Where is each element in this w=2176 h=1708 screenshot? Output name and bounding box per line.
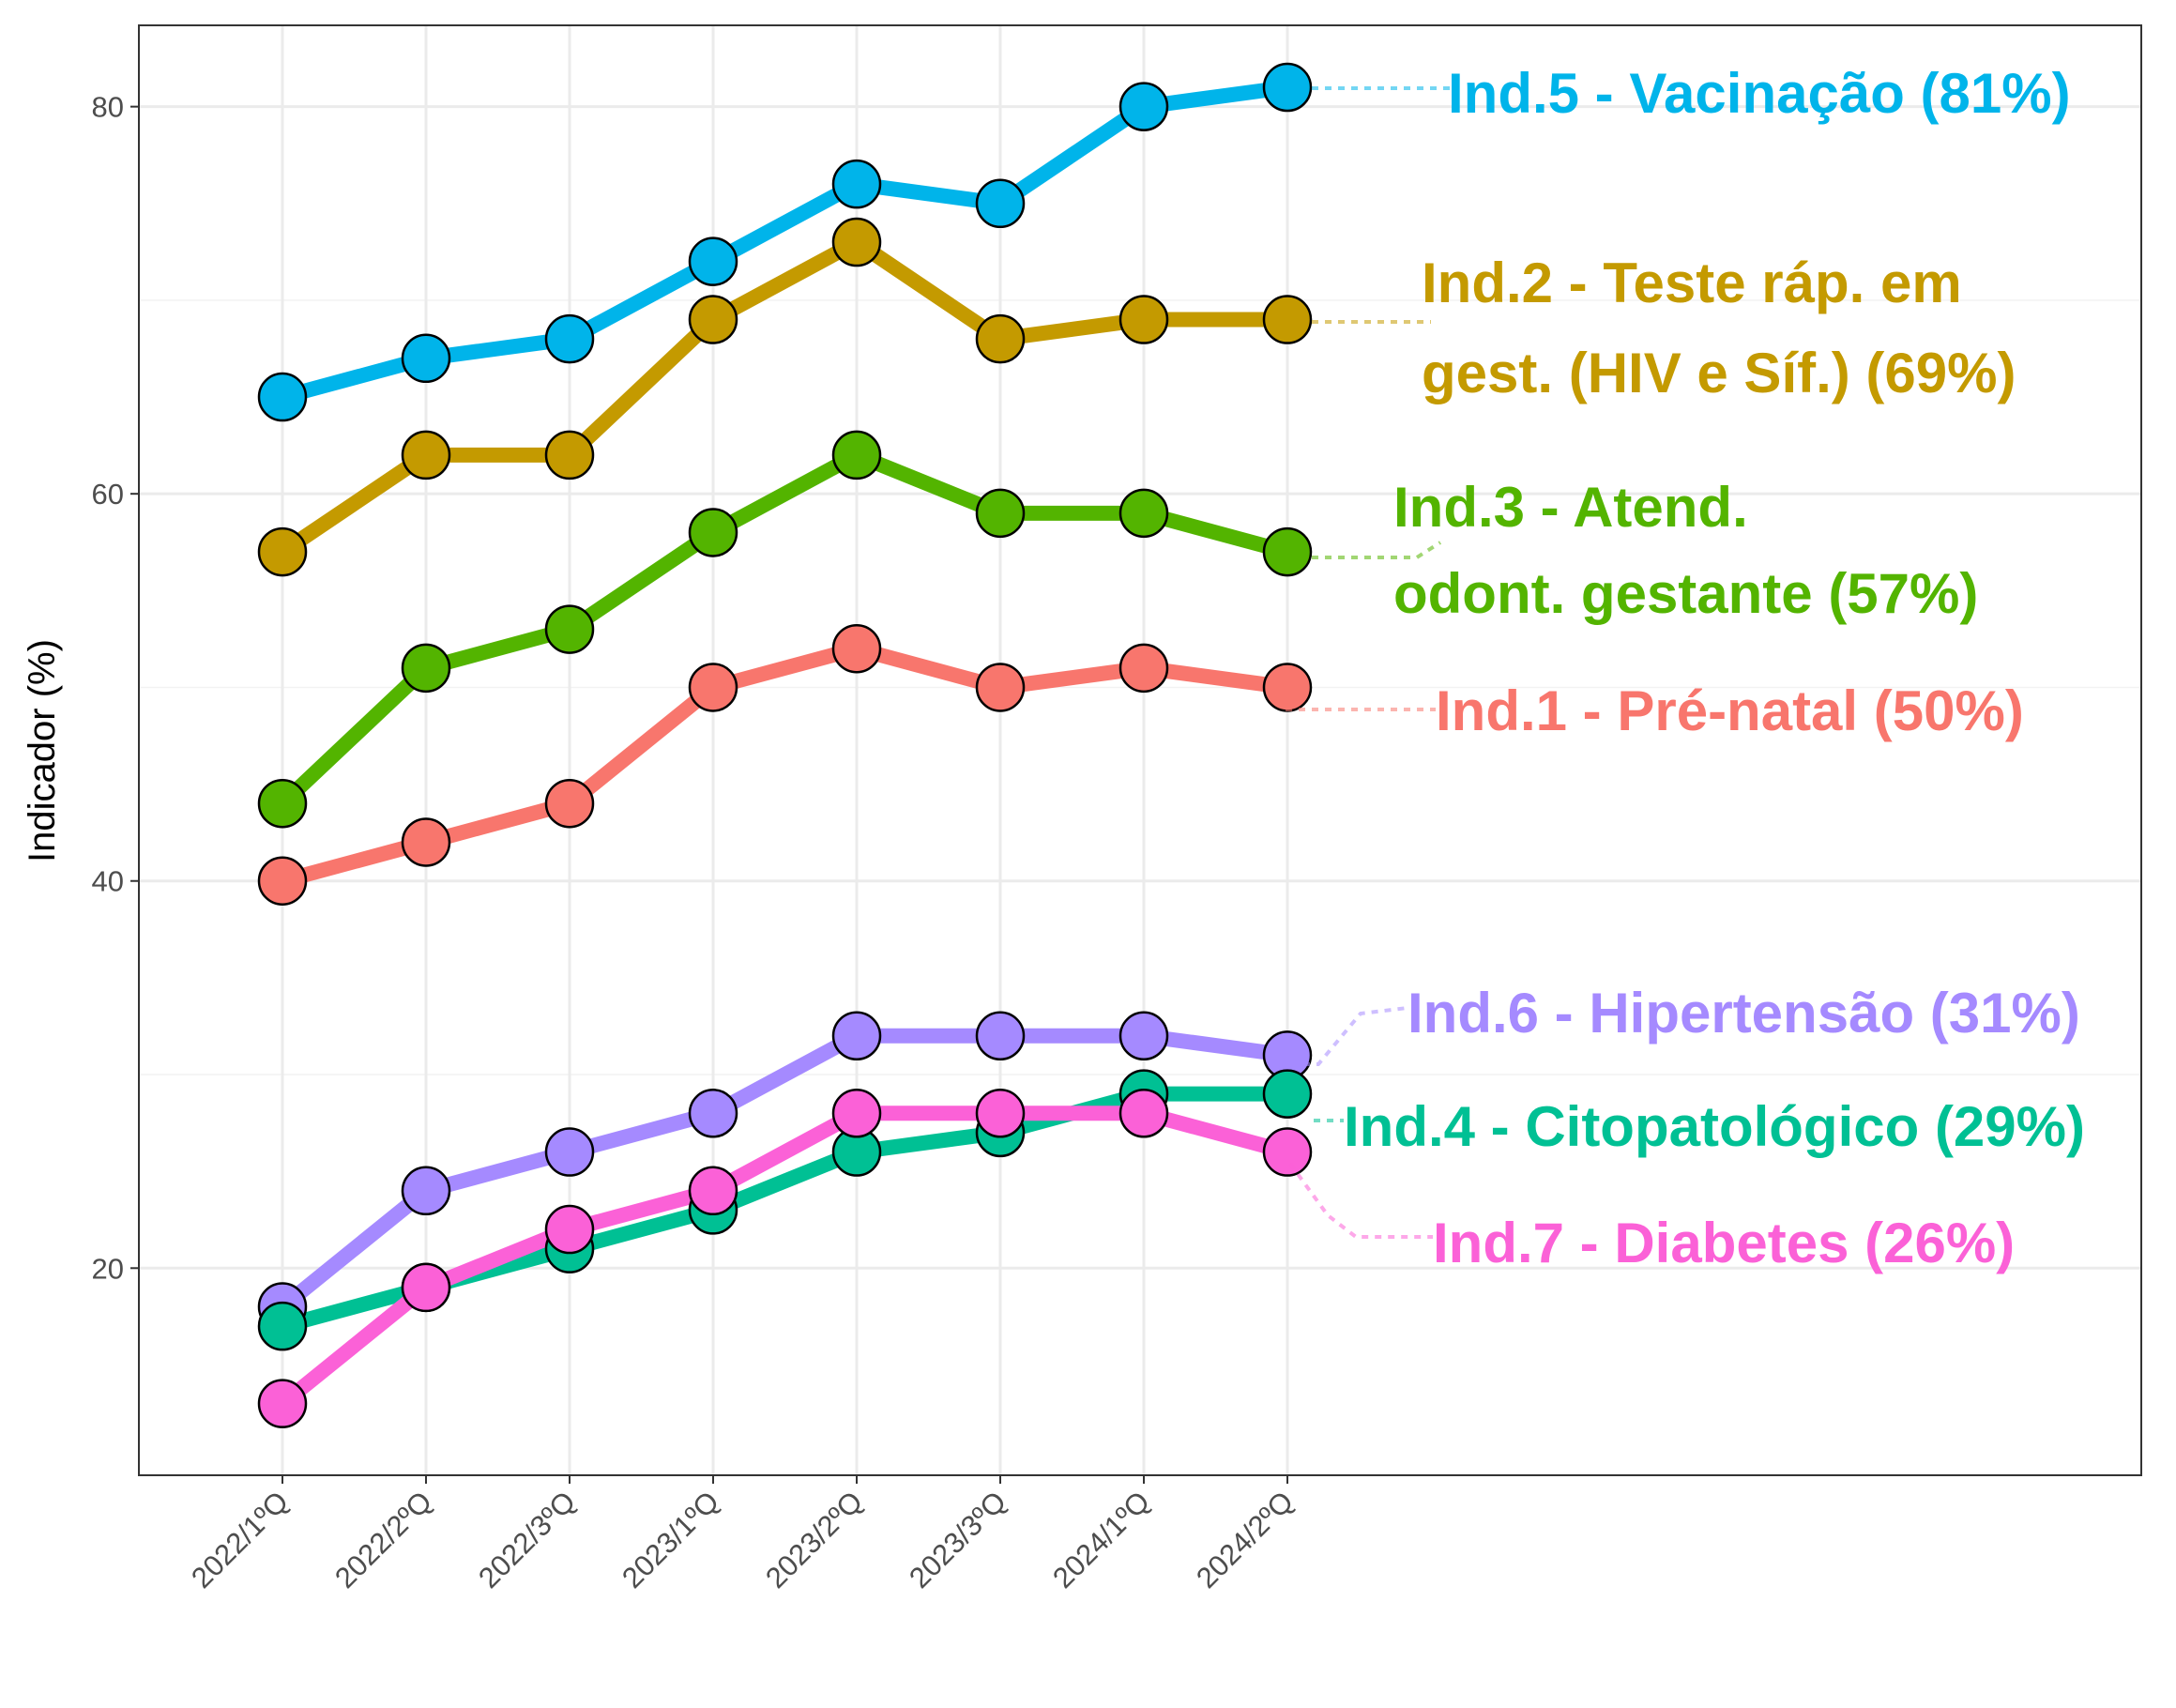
data-point-ind2 — [831, 217, 882, 267]
data-point-ind1 — [688, 663, 738, 712]
data-point-ind1 — [544, 778, 595, 829]
x-tick-label: 2023/3ºQ — [903, 1485, 1012, 1594]
series-label-ind2: gest. (HIV e Síf.) (69%) — [1422, 342, 2016, 404]
leader-line-ind6 — [1290, 1006, 1408, 1066]
x-tick-label: 2024/1ºQ — [1046, 1485, 1156, 1594]
y-axis-title: Indicador (%) — [22, 639, 63, 862]
data-point-ind2 — [544, 430, 595, 480]
data-point-ind3 — [688, 508, 738, 557]
x-tick-label: 2022/1ºQ — [185, 1485, 295, 1594]
data-point-ind5 — [401, 333, 451, 384]
y-tick-label: 60 — [92, 478, 124, 511]
series-points — [257, 62, 1313, 1428]
y-tick-label: 40 — [92, 865, 124, 898]
data-point-ind5 — [257, 372, 308, 422]
x-tick-label: 2023/1ºQ — [616, 1485, 725, 1594]
y-tick-label: 80 — [92, 91, 124, 124]
data-point-ind6 — [831, 1011, 882, 1061]
plot-panel — [139, 25, 2141, 1475]
data-point-ind3 — [975, 488, 1026, 539]
data-point-ind2 — [975, 313, 1026, 364]
data-point-ind5 — [975, 178, 1026, 229]
data-point-ind5 — [831, 159, 882, 209]
data-point-ind2 — [1118, 295, 1169, 344]
data-point-ind6 — [401, 1166, 451, 1216]
data-point-ind7 — [1118, 1089, 1169, 1138]
label-leader-lines — [1286, 86, 1450, 1239]
data-point-ind6 — [975, 1011, 1026, 1061]
data-point-ind1 — [257, 856, 308, 906]
data-point-ind3 — [1118, 488, 1169, 539]
data-point-ind3 — [1262, 526, 1313, 577]
series-label-ind6: Ind.6 - Hipertensão (31%) — [1408, 982, 2080, 1045]
series-label-ind5: Ind.5 - Vacinação (81%) — [1448, 62, 2071, 125]
data-point-ind7 — [257, 1379, 308, 1428]
data-point-ind1 — [975, 663, 1026, 712]
data-point-ind1 — [1262, 663, 1313, 712]
data-point-ind5 — [1118, 82, 1169, 131]
series-label-ind1: Ind.1 - Pré-natal (50%) — [1436, 679, 2024, 742]
data-point-ind7 — [401, 1262, 451, 1313]
series-labels: Ind.5 - Vacinação (81%) Ind.2 - Teste ráp… — [1344, 62, 2085, 1274]
data-point-ind3 — [401, 643, 451, 694]
data-point-ind1 — [831, 623, 882, 674]
leader-line-ind7 — [1288, 1162, 1433, 1239]
plot-border — [138, 24, 2142, 1476]
data-point-ind6 — [688, 1089, 738, 1138]
data-point-ind7 — [975, 1089, 1026, 1138]
series-label-ind3: Ind.3 - Atend. — [1393, 476, 1748, 539]
leader-line-ind3 — [1286, 541, 1442, 559]
series-label-ind3: odont. gestante (57%) — [1393, 562, 1978, 625]
data-point-ind7 — [544, 1204, 595, 1255]
data-point-ind1 — [401, 817, 451, 867]
x-axis: 2022/1ºQ 2022/2ºQ 2022/3ºQ 2023/1ºQ 2023/2ºQ… — [185, 1475, 1300, 1594]
series-label-ind4: Ind.4 - Citopatológico (29%) — [1344, 1095, 2085, 1158]
data-point-ind2 — [688, 295, 738, 344]
data-point-ind5 — [688, 236, 738, 286]
data-point-ind2 — [257, 526, 308, 577]
data-point-ind6 — [1118, 1011, 1169, 1061]
x-tick-label: 2022/3ºQ — [472, 1485, 582, 1594]
data-point-ind4 — [1262, 1069, 1313, 1119]
data-point-ind5 — [544, 313, 595, 364]
y-axis: 20 40 60 80 — [92, 91, 139, 1285]
series-label-ind7: Ind.7 - Diabetes (26%) — [1433, 1212, 2015, 1274]
data-point-ind3 — [831, 430, 882, 480]
data-point-ind4 — [257, 1301, 308, 1351]
data-point-ind3 — [544, 604, 595, 654]
x-tick-label: 2023/2ºQ — [759, 1485, 869, 1594]
x-tick-label: 2022/2ºQ — [328, 1485, 438, 1594]
x-tick-label: 2024/2ºQ — [1190, 1485, 1300, 1594]
data-point-ind7 — [688, 1166, 738, 1216]
data-point-ind7 — [1262, 1127, 1313, 1177]
y-tick-label: 20 — [92, 1252, 124, 1285]
data-point-ind2 — [401, 430, 451, 480]
data-point-ind6 — [544, 1127, 595, 1177]
data-point-ind7 — [831, 1089, 882, 1138]
data-point-ind1 — [1118, 643, 1169, 694]
data-point-ind3 — [257, 778, 308, 829]
data-point-ind2 — [1262, 295, 1313, 344]
series-label-ind2: Ind.2 - Teste ráp. em — [1422, 252, 1962, 314]
